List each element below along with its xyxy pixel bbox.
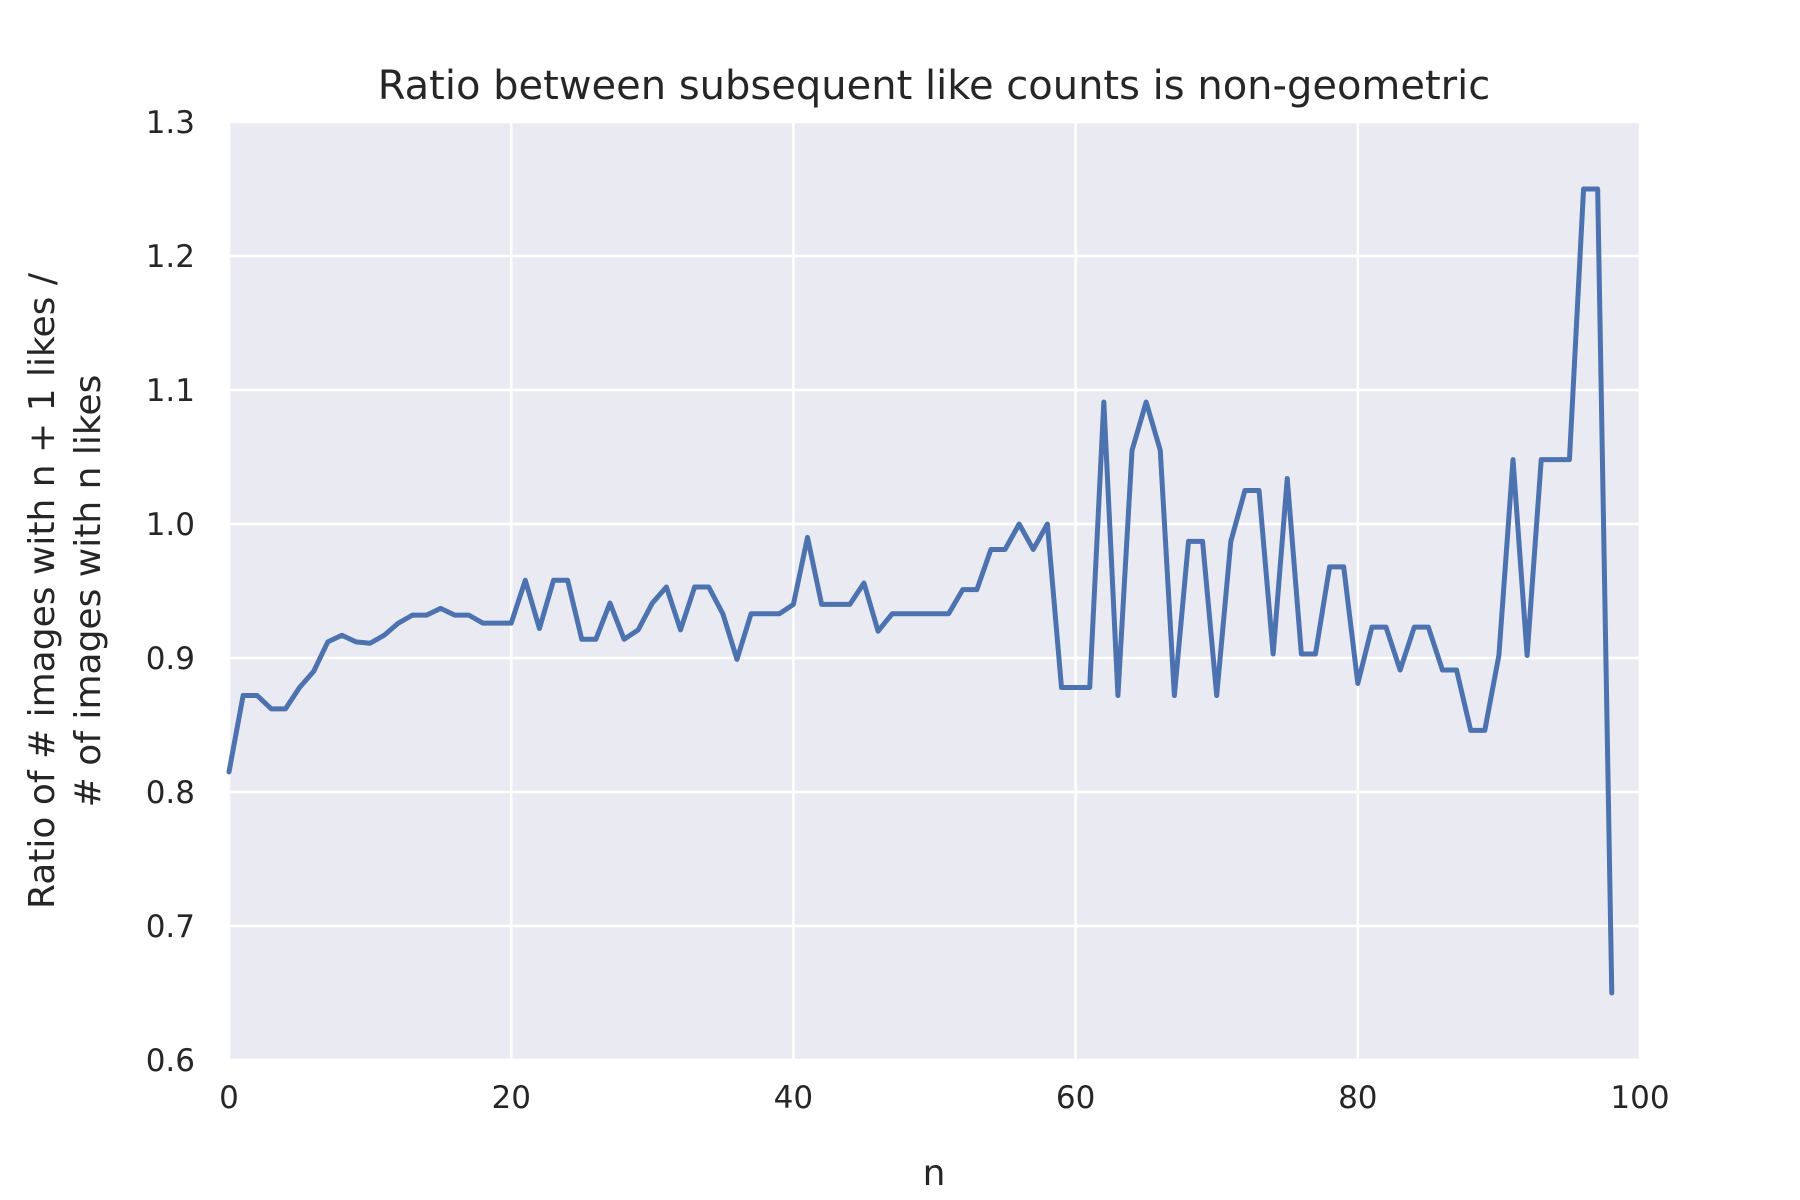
- chart-title: Ratio between subsequent like counts is …: [378, 63, 1490, 109]
- x-tick-label: 40: [774, 1080, 813, 1116]
- y-tick-label: 0.7: [146, 909, 195, 945]
- y-tick-label: 1.2: [146, 239, 195, 275]
- x-tick-label: 80: [1338, 1080, 1377, 1116]
- x-tick-label: 0: [219, 1080, 239, 1116]
- y-tick-label: 0.6: [146, 1043, 195, 1079]
- plot-area: [229, 122, 1640, 1060]
- x-tick-label: 60: [1056, 1080, 1095, 1116]
- data-series: [226, 186, 1615, 996]
- x-axis-label: n: [923, 1153, 946, 1194]
- y-tick-label: 1.3: [146, 105, 195, 141]
- tick-labels: 0 20 40 60 80 100 0.6 0.7 0.8 0.9 1.0 1.1 1.2 1.3: [146, 105, 1670, 1116]
- x-tick-label: 20: [491, 1080, 530, 1116]
- y-tick-label: 1.1: [146, 373, 195, 409]
- y-axis-label-line-1: Ratio of # images with n + 1 likes /: [22, 272, 63, 909]
- y-tick-label: 0.8: [146, 775, 195, 811]
- y-tick-label: 1.0: [146, 507, 195, 543]
- y-tick-label: 0.9: [146, 641, 195, 677]
- x-tick-label: 100: [1610, 1080, 1669, 1116]
- series-line: [226, 186, 1615, 996]
- y-axis-label-line-2: # of images with n likes: [68, 375, 109, 808]
